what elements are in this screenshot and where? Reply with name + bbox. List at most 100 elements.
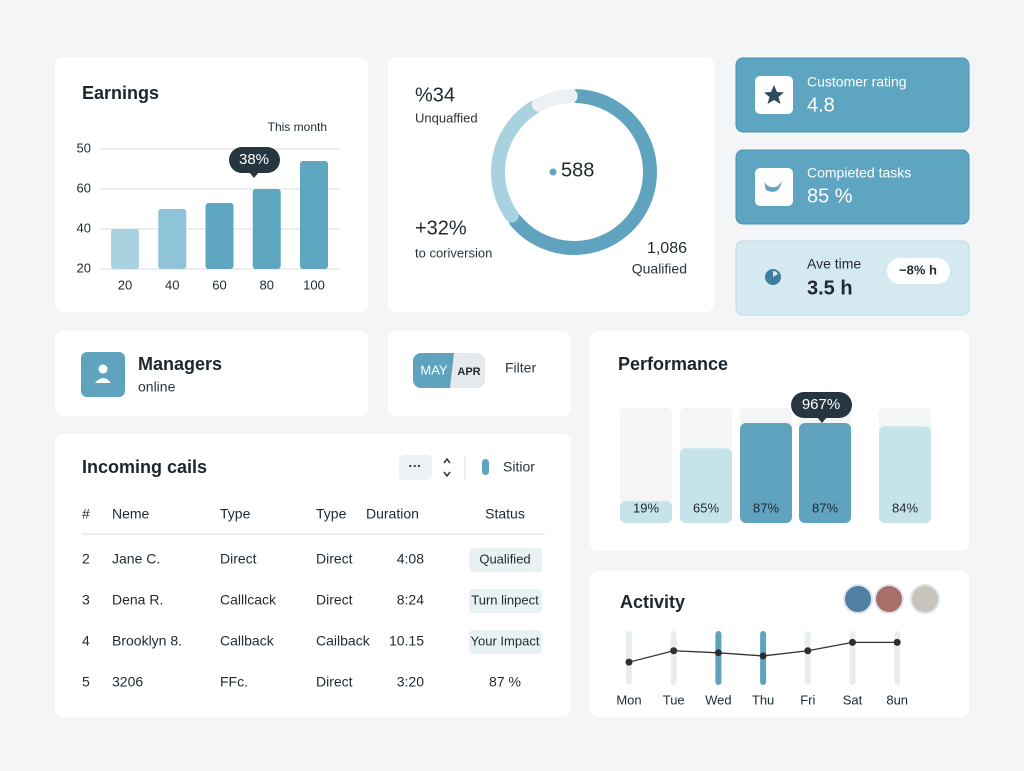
tooltip-text: 38% (239, 151, 269, 168)
bar (680, 448, 732, 523)
bar (879, 426, 931, 523)
donut-center: 588 (561, 159, 594, 181)
y-tick-label: 20 (77, 260, 91, 275)
bar (111, 229, 139, 269)
point (714, 649, 722, 657)
column-header: Type (316, 506, 347, 522)
point (804, 647, 812, 655)
card-title: Performance (618, 354, 728, 374)
card-subtitle: online (138, 379, 176, 395)
stat-card (735, 57, 970, 133)
cell: 3206 (112, 674, 143, 690)
avatar[interactable] (910, 584, 940, 614)
cell: 5 (82, 674, 90, 690)
status: Your Impact (471, 633, 540, 648)
tab[interactable]: MAY (420, 362, 448, 377)
y-tick-label: 60 (77, 180, 91, 195)
stat-value: %34 (415, 84, 455, 106)
card-title: Activity (620, 592, 685, 612)
cell: Direct (220, 551, 257, 567)
calls-card (55, 434, 571, 717)
cell: Jane C. (112, 551, 160, 567)
stat-value: 1,086 (647, 240, 687, 257)
data-label: 65% (693, 500, 719, 515)
stat-label: Qualified (632, 261, 687, 277)
stat-value: +32% (415, 217, 467, 239)
stat-label: Compieted tasks (807, 165, 911, 181)
cell: Direct (316, 551, 353, 567)
menu-button[interactable] (399, 455, 432, 480)
day-bar (670, 631, 677, 685)
column-header: Duration (366, 506, 419, 522)
bar (740, 422, 792, 523)
point (670, 647, 678, 655)
clock-icon (773, 271, 778, 277)
x-tick-label: 60 (212, 277, 226, 292)
avatar[interactable] (843, 584, 873, 614)
x-tick-label: Sat (843, 692, 863, 707)
tab[interactable]: APR (457, 366, 480, 378)
status: Turn linpect (471, 592, 539, 607)
stat-value: 3.5 h (807, 277, 853, 299)
cell: Dena R. (112, 592, 163, 608)
stat-value: 85 % (807, 185, 853, 207)
x-tick-label: 100 (303, 277, 325, 292)
bar (300, 161, 328, 269)
stat-label: Ave time (807, 256, 861, 272)
day-bar (804, 631, 811, 685)
data-label: 87% (753, 500, 779, 515)
tab-active[interactable] (413, 353, 454, 388)
cell: Cailback (316, 633, 371, 649)
data-label: 87% (812, 500, 838, 515)
status: 87 % (489, 674, 521, 690)
manager-icon (81, 352, 125, 397)
column-header: # (82, 506, 90, 522)
card-title: Earnings (82, 83, 159, 103)
filter-label[interactable]: Filter (505, 360, 536, 376)
center-dot (549, 168, 557, 176)
sort-icon[interactable] (482, 459, 489, 475)
subtitle: This month (268, 120, 327, 134)
x-tick-label: Wed (705, 692, 732, 707)
bar-track (620, 408, 672, 523)
column-header: Type (220, 506, 251, 522)
cell: 10.15 (389, 633, 424, 649)
status-pill (469, 548, 542, 572)
donut-segment (491, 100, 541, 223)
sort-arrows[interactable] (443, 457, 451, 478)
tooltip-box (229, 147, 280, 173)
bar (158, 209, 187, 269)
tooltip: 38% (229, 147, 280, 178)
avatar[interactable] (874, 584, 904, 614)
stat-card (735, 149, 970, 225)
stat-label: Unquaffied (415, 110, 478, 125)
cell: Brooklyn 8. (112, 633, 182, 649)
column-header: Status (485, 506, 525, 522)
badge (887, 258, 950, 284)
cell: Calllcack (220, 592, 277, 608)
day-bar (626, 631, 632, 685)
point (625, 658, 633, 666)
tooltip-pointer (817, 417, 827, 423)
status-pill (469, 589, 542, 613)
data-label: 84% (892, 500, 918, 515)
person-icon (95, 378, 111, 383)
card-title: Incoming cails (82, 457, 207, 477)
stat-label: to coriversion (415, 245, 492, 260)
x-tick-label: Fri (800, 692, 815, 707)
cell: 8:24 (397, 592, 424, 608)
column-header: Neme (112, 506, 150, 522)
sort-label[interactable]: Sitior (503, 459, 535, 475)
menu-text[interactable]: ··· (409, 458, 422, 473)
x-tick-label: Thu (752, 692, 774, 707)
x-tick-label: 8un (886, 692, 908, 707)
bar (252, 189, 281, 269)
tooltip-text: 967% (802, 396, 840, 413)
cell: Direct (316, 592, 353, 608)
tooltip-pointer (249, 172, 259, 178)
cell: 2 (82, 551, 90, 567)
y-tick-label: 50 (77, 140, 91, 155)
cell: Direct (316, 674, 353, 690)
bar (620, 501, 672, 523)
